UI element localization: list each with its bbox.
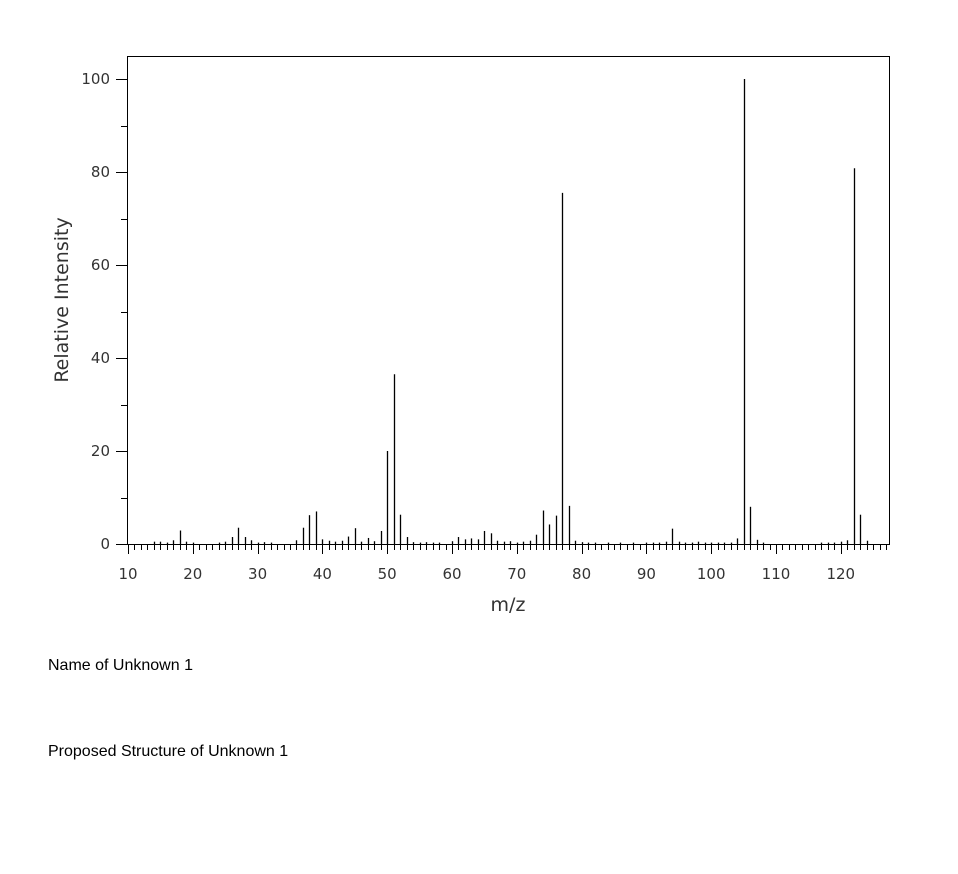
x-tick-label: 80 — [572, 565, 591, 583]
x-axis-title: m/z — [491, 594, 526, 616]
x-tick-label: 60 — [442, 565, 461, 583]
x-tick-label: 110 — [762, 565, 791, 583]
y-axis: 0 20 40 60 80 100 — [81, 70, 127, 553]
x-tick-label: 100 — [697, 565, 726, 583]
unknown-name-label: Name of Unknown 1 — [48, 657, 193, 674]
y-tick-label: 80 — [91, 163, 110, 181]
y-tick-label: 40 — [91, 349, 110, 367]
x-tick-label: 70 — [507, 565, 526, 583]
y-tick-label: 20 — [91, 442, 110, 460]
y-tick-label: 60 — [91, 256, 110, 274]
y-tick-label: 0 — [100, 535, 110, 553]
x-tick-label: 120 — [826, 565, 855, 583]
spectrum-peaks — [153, 79, 869, 544]
x-axis: 10 20 30 40 50 60 70 80 90 100 110 120 — [118, 544, 887, 583]
plot-frame — [127, 56, 890, 545]
x-tick-label: 50 — [378, 565, 397, 583]
x-tick-label: 90 — [637, 565, 656, 583]
x-tick-label: 40 — [313, 565, 332, 583]
x-tick-label: 30 — [248, 565, 267, 583]
y-tick-label: 100 — [81, 70, 110, 88]
x-tick-label: 10 — [118, 565, 137, 583]
y-axis-title: Relative Intensity — [51, 217, 73, 382]
proposed-structure-label: Proposed Structure of Unknown 1 — [48, 743, 289, 760]
x-tick-label: 20 — [183, 565, 202, 583]
